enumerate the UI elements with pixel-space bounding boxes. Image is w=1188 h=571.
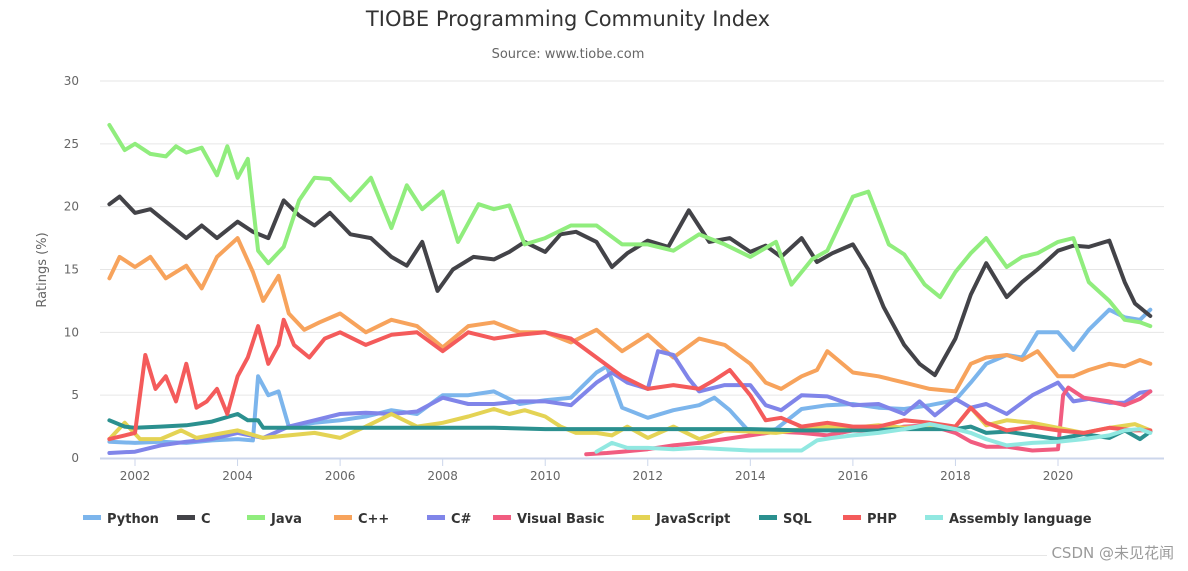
series-line-visual-basic — [584, 385, 1153, 457]
legend-swatch-java — [247, 515, 265, 520]
legend-label-c-[interactable]: C++ — [358, 512, 389, 527]
legend-label-javascript[interactable]: JavaScript — [655, 512, 730, 527]
y-tick-label: 20 — [64, 200, 79, 214]
y-axis-title: Ratings (%) — [35, 232, 50, 307]
series-line-c — [107, 194, 1153, 378]
series-line-php — [107, 317, 1153, 442]
x-tick-label: 2020 — [1043, 469, 1074, 483]
series-line-c- — [107, 349, 1153, 455]
x-tick-label: 2016 — [838, 469, 869, 483]
x-tick-label: 2004 — [222, 469, 253, 483]
gridlines — [100, 80, 1164, 396]
y-tick-label: 15 — [64, 263, 79, 277]
series-line-c- — [107, 236, 1153, 394]
x-tick-label: 2006 — [325, 469, 356, 483]
x-tick-label: 2002 — [120, 469, 151, 483]
legend: Python C Java C++ C# Visual Basic JavaScript SQ… — [83, 512, 1092, 527]
y-tick-label: 25 — [64, 137, 79, 151]
y-tick-label: 30 — [64, 74, 79, 88]
legend-swatch-c- — [427, 515, 445, 520]
chart-subtitle: Source: www.tiobe.com — [492, 47, 645, 62]
legend-label-php[interactable]: PHP — [867, 512, 897, 527]
series-line-assembly-language — [594, 422, 1153, 454]
watermark: CSDN @未见花闻 — [1047, 542, 1174, 563]
x-tick-label: 2014 — [735, 469, 766, 483]
legend-swatch-c- — [334, 515, 352, 520]
legend-swatch-php — [843, 515, 861, 520]
legend-swatch-visual-basic — [493, 515, 511, 520]
series-lines — [107, 123, 1153, 457]
y-axis-ticks: 0 5 10 15 20 25 30 — [64, 74, 79, 465]
legend-swatch-c — [177, 515, 195, 520]
legend-label-python[interactable]: Python — [107, 512, 159, 527]
legend-swatch-sql — [759, 515, 777, 520]
x-axis: 2002 2004 2006 2008 2010 2012 2014 2016 2018 2020 — [100, 457, 1164, 483]
chart-title: TIOBE Programming Community Index — [365, 7, 770, 31]
legend-label-sql[interactable]: SQL — [783, 512, 812, 527]
legend-swatch-javascript — [632, 515, 650, 520]
x-tick-label: 2008 — [427, 469, 458, 483]
x-tick-label: 2018 — [940, 469, 971, 483]
legend-label-assembly-language[interactable]: Assembly language — [949, 512, 1092, 527]
legend-label-java[interactable]: Java — [270, 512, 302, 527]
legend-swatch-assembly-language — [925, 515, 943, 520]
y-tick-label: 0 — [71, 451, 79, 465]
legend-label-visual-basic[interactable]: Visual Basic — [517, 512, 605, 527]
legend-swatch-python — [83, 515, 101, 520]
x-tick-label: 2010 — [530, 469, 561, 483]
series-line-java — [107, 123, 1153, 329]
bottom-divider — [13, 555, 1163, 556]
y-tick-label: 5 — [71, 388, 79, 402]
legend-label-c[interactable]: C — [201, 512, 211, 527]
series-line-sql — [107, 412, 1153, 442]
legend-label-c-[interactable]: C# — [451, 512, 472, 527]
y-tick-label: 10 — [64, 325, 79, 339]
x-tick-label: 2012 — [633, 469, 664, 483]
